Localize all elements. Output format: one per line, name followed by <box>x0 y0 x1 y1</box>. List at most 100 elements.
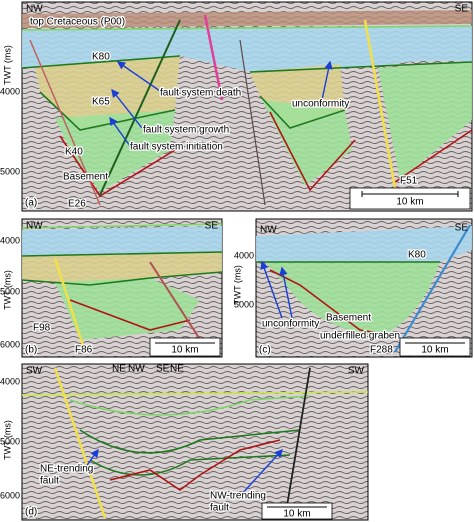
direction: NW <box>26 4 43 15</box>
arrow <box>321 60 333 101</box>
fault <box>284 367 311 519</box>
fault <box>53 367 107 519</box>
y-axis-label: TWT (ms) <box>232 265 242 305</box>
horizon <box>21 391 369 396</box>
blue-layer <box>22 26 472 72</box>
direction: SW <box>348 366 365 377</box>
basement-horizon <box>269 269 391 336</box>
annotation: fault system growth <box>143 125 229 136</box>
panel-d: SW NE NW SE NE SW NE-trending fault NW-t… <box>0 363 369 521</box>
horizon <box>21 223 223 229</box>
annotation: K40 <box>65 147 83 158</box>
annotation: K65 <box>92 97 110 108</box>
annotation: Basement <box>63 172 108 183</box>
scale-bar-label: 10 km <box>171 345 198 356</box>
fault <box>99 19 181 196</box>
scale-bar-label: 10 km <box>421 345 448 356</box>
annotation: E26 <box>68 199 86 210</box>
panel-b: NW SE F98 F86 10 km (b) TWT (ms) 4000 50… <box>0 218 223 358</box>
y-tick-label: 4000 <box>0 86 20 96</box>
panel-c: NW SE K80 unconformity Basement underfil… <box>232 218 473 358</box>
arrow <box>279 266 293 319</box>
direction: SE <box>156 364 170 375</box>
panel-label: (c) <box>259 345 271 356</box>
y-axis-label: TWT (ms) <box>2 420 12 460</box>
horizon <box>79 429 301 454</box>
green-layer <box>378 62 472 180</box>
blue-layer <box>256 226 472 262</box>
fault <box>29 39 101 206</box>
annotation: fault system death <box>160 88 241 99</box>
annotation: unconformity <box>292 99 349 110</box>
annotation: top Cretaceous (P00) <box>30 17 125 28</box>
horizon <box>69 395 311 416</box>
annotation: unconformity <box>262 319 319 330</box>
panel-label: (b) <box>25 345 37 356</box>
direction: NW <box>128 364 145 375</box>
horizon <box>39 91 346 131</box>
direction: NE <box>112 364 126 375</box>
annotation: NE-trending <box>40 464 93 475</box>
y-tick-label: 5000 <box>0 166 20 176</box>
annotation: Basement <box>326 313 371 324</box>
annotation: underfilled graben <box>320 331 400 342</box>
fault <box>203 14 224 101</box>
fault <box>394 224 471 353</box>
blue-layer <box>22 226 222 256</box>
arrow <box>239 448 283 497</box>
y-tick-label: 4000 <box>0 376 20 386</box>
scale-bar-label: 10 km <box>396 197 423 208</box>
arrow <box>109 116 131 147</box>
horizon <box>89 454 291 476</box>
fault <box>239 39 266 206</box>
yellow-layer <box>22 252 222 285</box>
y-axis-label: TWT (ms) <box>2 270 12 310</box>
horizon <box>21 25 473 31</box>
annotation: K80 <box>408 250 426 261</box>
scale-bar <box>361 191 459 197</box>
y-tick-label: 4000 <box>0 235 20 245</box>
direction: SE <box>205 221 219 232</box>
yellow-layer <box>35 56 180 130</box>
scale-bar-box <box>349 187 471 210</box>
y-tick-label: 4000 <box>234 250 254 260</box>
fault <box>53 257 87 353</box>
direction: NW <box>26 221 43 232</box>
panel-label: (d) <box>25 507 37 518</box>
y-tick-label: 5000 <box>0 286 20 296</box>
panel-label: (a) <box>25 198 37 209</box>
basement-horizon <box>59 111 473 198</box>
panel-a: NW SE top Cretaceous (P00) K80 K65 K40 B… <box>0 1 473 212</box>
green-layer <box>265 262 440 336</box>
arrow <box>84 448 99 469</box>
annotation: F98 <box>33 323 51 334</box>
fault <box>363 19 400 206</box>
basement-horizon <box>109 439 281 491</box>
annotation: F86 <box>75 345 93 356</box>
green-layer <box>55 278 200 340</box>
y-tick-label: 5000 <box>234 299 254 309</box>
annotation: fault <box>40 476 59 487</box>
y-axis-label: TWT (ms) <box>2 45 12 85</box>
arrow <box>111 88 143 129</box>
arrow <box>260 260 283 319</box>
horizon <box>21 251 223 286</box>
annotation: fault <box>210 503 229 514</box>
direction: SE <box>455 223 469 234</box>
annotation: NW-trending <box>210 491 266 502</box>
annotation: fault system initiation <box>130 142 223 153</box>
direction: NW <box>260 225 277 236</box>
basement-horizon <box>69 299 191 331</box>
annotation: K80 <box>92 52 110 63</box>
green-layer <box>55 110 175 192</box>
direction: NE <box>170 364 184 375</box>
y-tick-label: 5000 <box>0 436 20 446</box>
arrow <box>116 61 161 92</box>
direction: SW <box>26 366 43 377</box>
horizon <box>21 55 473 73</box>
direction: SE <box>455 4 469 15</box>
annotation: F288 <box>370 345 393 356</box>
y-tick-label: 6000 <box>0 339 20 349</box>
annotation: F51 <box>400 176 418 187</box>
